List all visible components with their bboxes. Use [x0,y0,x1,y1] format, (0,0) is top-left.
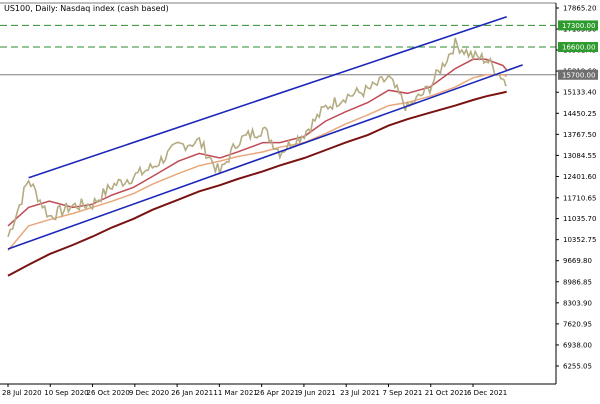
y-tick-label: 6255.05 [563,363,592,371]
level-label-box-0 [558,20,598,31]
level-label-box-2 [558,69,598,80]
price-line [7,37,507,238]
x-tick-label: 21 Oct 2021 [425,389,468,397]
channel-lower-line [7,64,523,250]
x-tick-label: 23 Jul 2021 [340,389,380,397]
y-tick-label: 13767.50 [563,131,596,139]
y-tick-label: 17865.20 [563,5,596,13]
x-tick-label: 28 Jul 2020 [2,389,42,397]
x-tick-label: 10 Sep 2020 [44,389,88,397]
labels-layer: 17865.2017183.3016501.4515819.6015133.40… [2,5,598,397]
x-tick-label: 26 Apr 2021 [256,389,299,397]
x-tick-label: 26 Oct 2020 [87,389,130,397]
level-label-1: 16600.00 [562,44,595,52]
level-label-box-1 [558,42,598,53]
y-tick-label: 12401.60 [563,173,596,181]
level-label-0: 17300.00 [562,22,595,30]
chart-title: US100, Daily: Nasdaq index (cash based) [4,4,169,13]
x-tick-label: 26 Jan 2021 [171,389,213,397]
y-tick-label: 10352.75 [563,236,596,244]
y-tick-label: 11035.70 [563,215,596,223]
y-tick-label: 11710.65 [563,194,596,202]
x-tick-label: 9 Dec 2020 [129,389,169,397]
channel-layer [7,16,523,250]
y-tick-label: 15133.40 [563,89,596,97]
levels-layer [0,24,556,76]
y-tick-label: 9669.80 [563,257,592,265]
y-tick-label: 8986.85 [563,278,592,286]
y-tick-label: 8303.90 [563,299,592,307]
x-tick-label: 11 Mar 2021 [213,389,257,397]
x-tick-label: 7 Sep 2021 [382,389,422,397]
axes-layer [0,2,559,387]
y-tick-label: 7620.95 [563,320,592,328]
x-tick-label: 9 Jun 2021 [298,389,336,397]
y-tick-label: 6938.00 [563,341,592,349]
price-layer [7,37,507,238]
channel-upper-line [28,16,508,179]
y-tick-label: 14450.25 [563,110,596,118]
y-tick-label: 13084.55 [563,152,596,160]
x-tick-label: 6 Dec 2021 [467,389,507,397]
moving-average-line-3 [7,90,507,277]
level-label-2: 15700.00 [562,71,595,79]
moving-average-line-2 [7,74,507,251]
